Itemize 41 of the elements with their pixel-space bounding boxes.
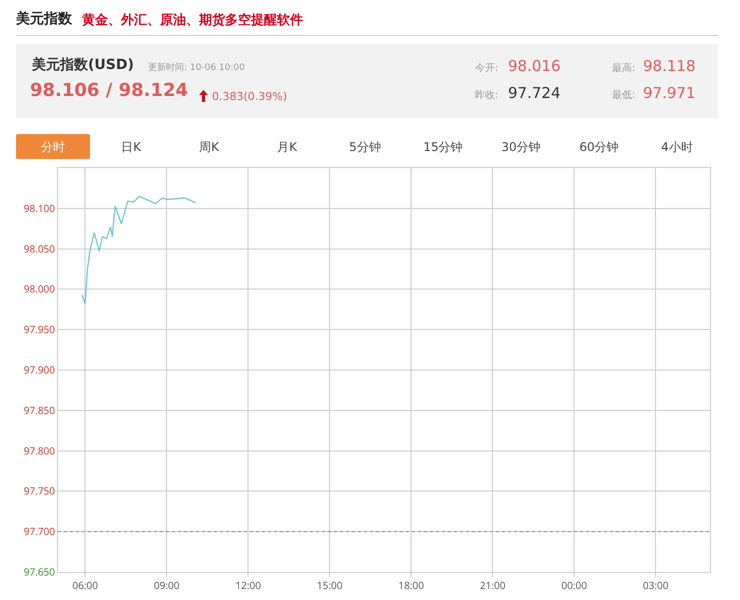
y-tick-label: 97.950 <box>24 322 56 336</box>
y-tick-label: 98.000 <box>24 282 56 296</box>
text: 98.118 <box>643 57 696 75</box>
text: 4小时 <box>660 139 694 156</box>
text: 今开: <box>475 62 498 75</box>
chart-subtitle: 黄金、外汇、原油、期货多空提醒软件 <box>82 12 303 29</box>
text: 30分钟 <box>500 139 542 156</box>
x-tick-label: 12:00 <box>235 578 262 592</box>
x-tick-label: 03:00 <box>642 578 669 592</box>
y-tick-label: 97.850 <box>24 402 56 417</box>
text: 98.106 / 98.124 <box>30 80 188 101</box>
text: 最高: <box>612 62 636 75</box>
x-tick-label: 18:00 <box>398 578 424 592</box>
text: 周K <box>198 139 220 156</box>
y-tick-label: 97.700 <box>24 524 56 538</box>
text: 更新时间: 10-06 10:00 <box>148 62 245 74</box>
text: 98.016 <box>508 57 560 75</box>
y-tick-label: 98.050 <box>24 241 56 256</box>
text: 月K <box>276 139 298 156</box>
text: 5分钟 <box>348 139 382 156</box>
text: 美元指数(USD) <box>32 56 134 74</box>
x-tick-label: 09:00 <box>154 578 180 592</box>
y-tick-label: 97.750 <box>24 484 56 498</box>
x-tick-label: 06:00 <box>72 578 98 592</box>
y-tick-label: 97.800 <box>24 443 56 458</box>
text: 昨收: <box>475 89 498 102</box>
text: 0.383(0.39%) <box>212 90 288 103</box>
text: 97.724 <box>508 84 560 102</box>
x-tick-label: 15:00 <box>316 578 343 592</box>
x-tick-label: 21:00 <box>480 578 506 592</box>
y-tick-label: 97.650 <box>24 564 56 578</box>
text: 分时 <box>40 139 66 156</box>
text: 15分钟 <box>422 139 464 156</box>
text: 日K <box>120 139 142 156</box>
chart-title: 美元指数 <box>16 10 72 28</box>
y-tick-label: 98.100 <box>24 200 56 215</box>
y-tick-label: 97.900 <box>24 362 56 376</box>
text: 60分钟 <box>578 139 620 156</box>
text: 最低: <box>612 89 636 102</box>
x-tick-label: 00:00 <box>561 578 588 592</box>
text: 97.971 <box>643 84 696 102</box>
